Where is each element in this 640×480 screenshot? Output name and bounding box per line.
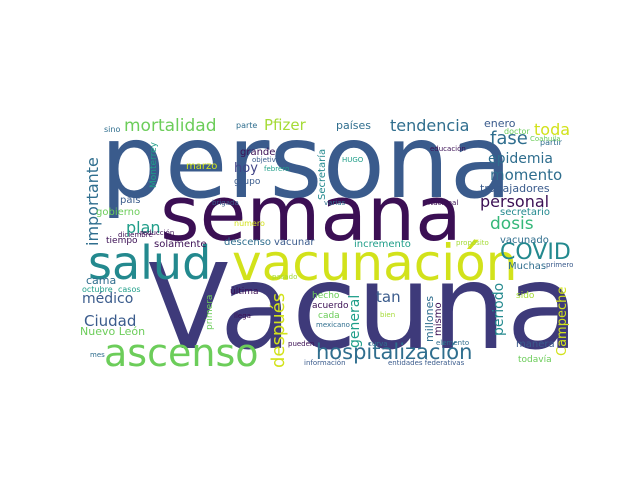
word-mes: mes <box>90 351 105 359</box>
word-vacunacion: vacunación <box>232 234 518 292</box>
word-nacional: Nacional <box>428 199 459 207</box>
word-partir: partir <box>540 138 562 147</box>
word-descenso: descenso <box>224 237 272 248</box>
word-ciudad: Ciudad <box>84 312 137 330</box>
word-salud: salud <box>88 236 212 290</box>
word-mortalidad: mortalidad <box>124 116 217 136</box>
word-todavia: todavía <box>518 355 552 365</box>
word-marzo: marzo <box>186 161 218 172</box>
word-plan: plan <box>126 218 161 237</box>
word-casos: casos <box>118 285 141 294</box>
word-toda: toda <box>534 120 571 139</box>
word-informacion: información <box>304 359 346 367</box>
word-trabajadores: trabajadores <box>480 182 550 195</box>
word-fase: fase <box>490 128 528 149</box>
word-ascenso: ascenso <box>104 331 259 375</box>
word-persona: persona <box>100 103 513 222</box>
word-pueden: pueden <box>288 340 315 348</box>
word-momento: momento <box>490 166 563 184</box>
word-hecho: hecho <box>312 291 340 301</box>
word-elemento: elemento <box>436 339 470 347</box>
word-incremento: incremento <box>354 239 411 250</box>
word-pfizer: Pfizer <box>264 116 306 134</box>
word-medico: médico <box>82 291 134 307</box>
word-varias: varias <box>324 199 346 207</box>
word-acuerdo: acuerdo <box>312 301 349 311</box>
word-hugo: HUGO <box>342 156 364 164</box>
word-mexicano: mexicano <box>316 321 350 329</box>
word-mismo: mismo <box>433 302 444 336</box>
word-paises: países <box>336 119 372 132</box>
word-grupo: grupo <box>234 177 261 187</box>
word-pais: país <box>120 195 141 206</box>
word-hoy: hoy <box>234 161 258 176</box>
word-coahuila: Coahuila <box>530 135 561 143</box>
word-febrero: febrero <box>264 165 290 173</box>
word-campeche: Campeche <box>555 286 570 356</box>
word-sino: sino <box>104 125 121 134</box>
word-vacuna: Vacuna <box>148 238 579 376</box>
word-primera: primera <box>205 294 215 330</box>
word-tan: tan <box>376 288 401 306</box>
word-hospitalizacion: hospitalización <box>316 340 473 364</box>
word-diciembre: diciembre <box>118 231 153 239</box>
word-doctor: doctor <box>504 127 530 136</box>
word-vacunar: vacunar <box>274 237 315 248</box>
word-ultima: última <box>230 287 259 297</box>
word-educacion: educación <box>430 145 466 153</box>
word-monterrey: Monterrey <box>149 142 159 188</box>
word-muchas: Muchas <box>508 261 547 272</box>
word-tendencia: tendencia <box>390 116 470 135</box>
word-manera: manera <box>516 339 555 350</box>
word-proposito: propósito <box>456 239 489 247</box>
word-periodo: periodo <box>491 282 507 336</box>
word-epidemia: epidemia <box>488 151 553 167</box>
word-despues: después <box>268 292 289 368</box>
word-objetivo: objetivo <box>252 156 281 164</box>
word-cama: cama <box>86 274 117 287</box>
word-sido: sido <box>516 291 535 301</box>
word-octubre: octubre <box>82 285 113 294</box>
word-llega: llega <box>234 312 251 320</box>
word-covid: COVID <box>500 240 571 265</box>
word-nuevo-leon: Nuevo León <box>80 325 146 338</box>
word-grande: grande <box>240 147 276 158</box>
word-pasado: pasado <box>272 273 298 281</box>
word-secretario: secretario <box>500 207 550 218</box>
word-solamente: solamente <box>154 239 207 250</box>
word-parte: parte <box>236 121 258 130</box>
word-curva: curva <box>368 340 388 348</box>
word-semana: semana <box>160 169 462 258</box>
word-primero: primero <box>546 261 574 269</box>
word-entidades-federativas: entidades federativas <box>388 359 465 367</box>
word-tiempo: tiempo <box>106 236 138 246</box>
word-importante: importante <box>83 157 102 246</box>
word-enero: enero <box>484 117 516 130</box>
word-personal: personal <box>480 192 550 211</box>
word-reduccion: reducción <box>140 229 175 237</box>
word-gobierno: gobierno <box>96 207 141 218</box>
word-brigada: brigada <box>212 199 239 207</box>
word-cada: cada <box>318 311 340 321</box>
word-secretaria: Secretaría <box>317 148 328 200</box>
word-bien: bien <box>380 311 396 319</box>
word-numero: número <box>234 219 265 228</box>
word-general: general <box>347 294 363 348</box>
word-dosis: dosis <box>490 214 534 234</box>
word-vacunado: vacunado <box>500 235 549 246</box>
